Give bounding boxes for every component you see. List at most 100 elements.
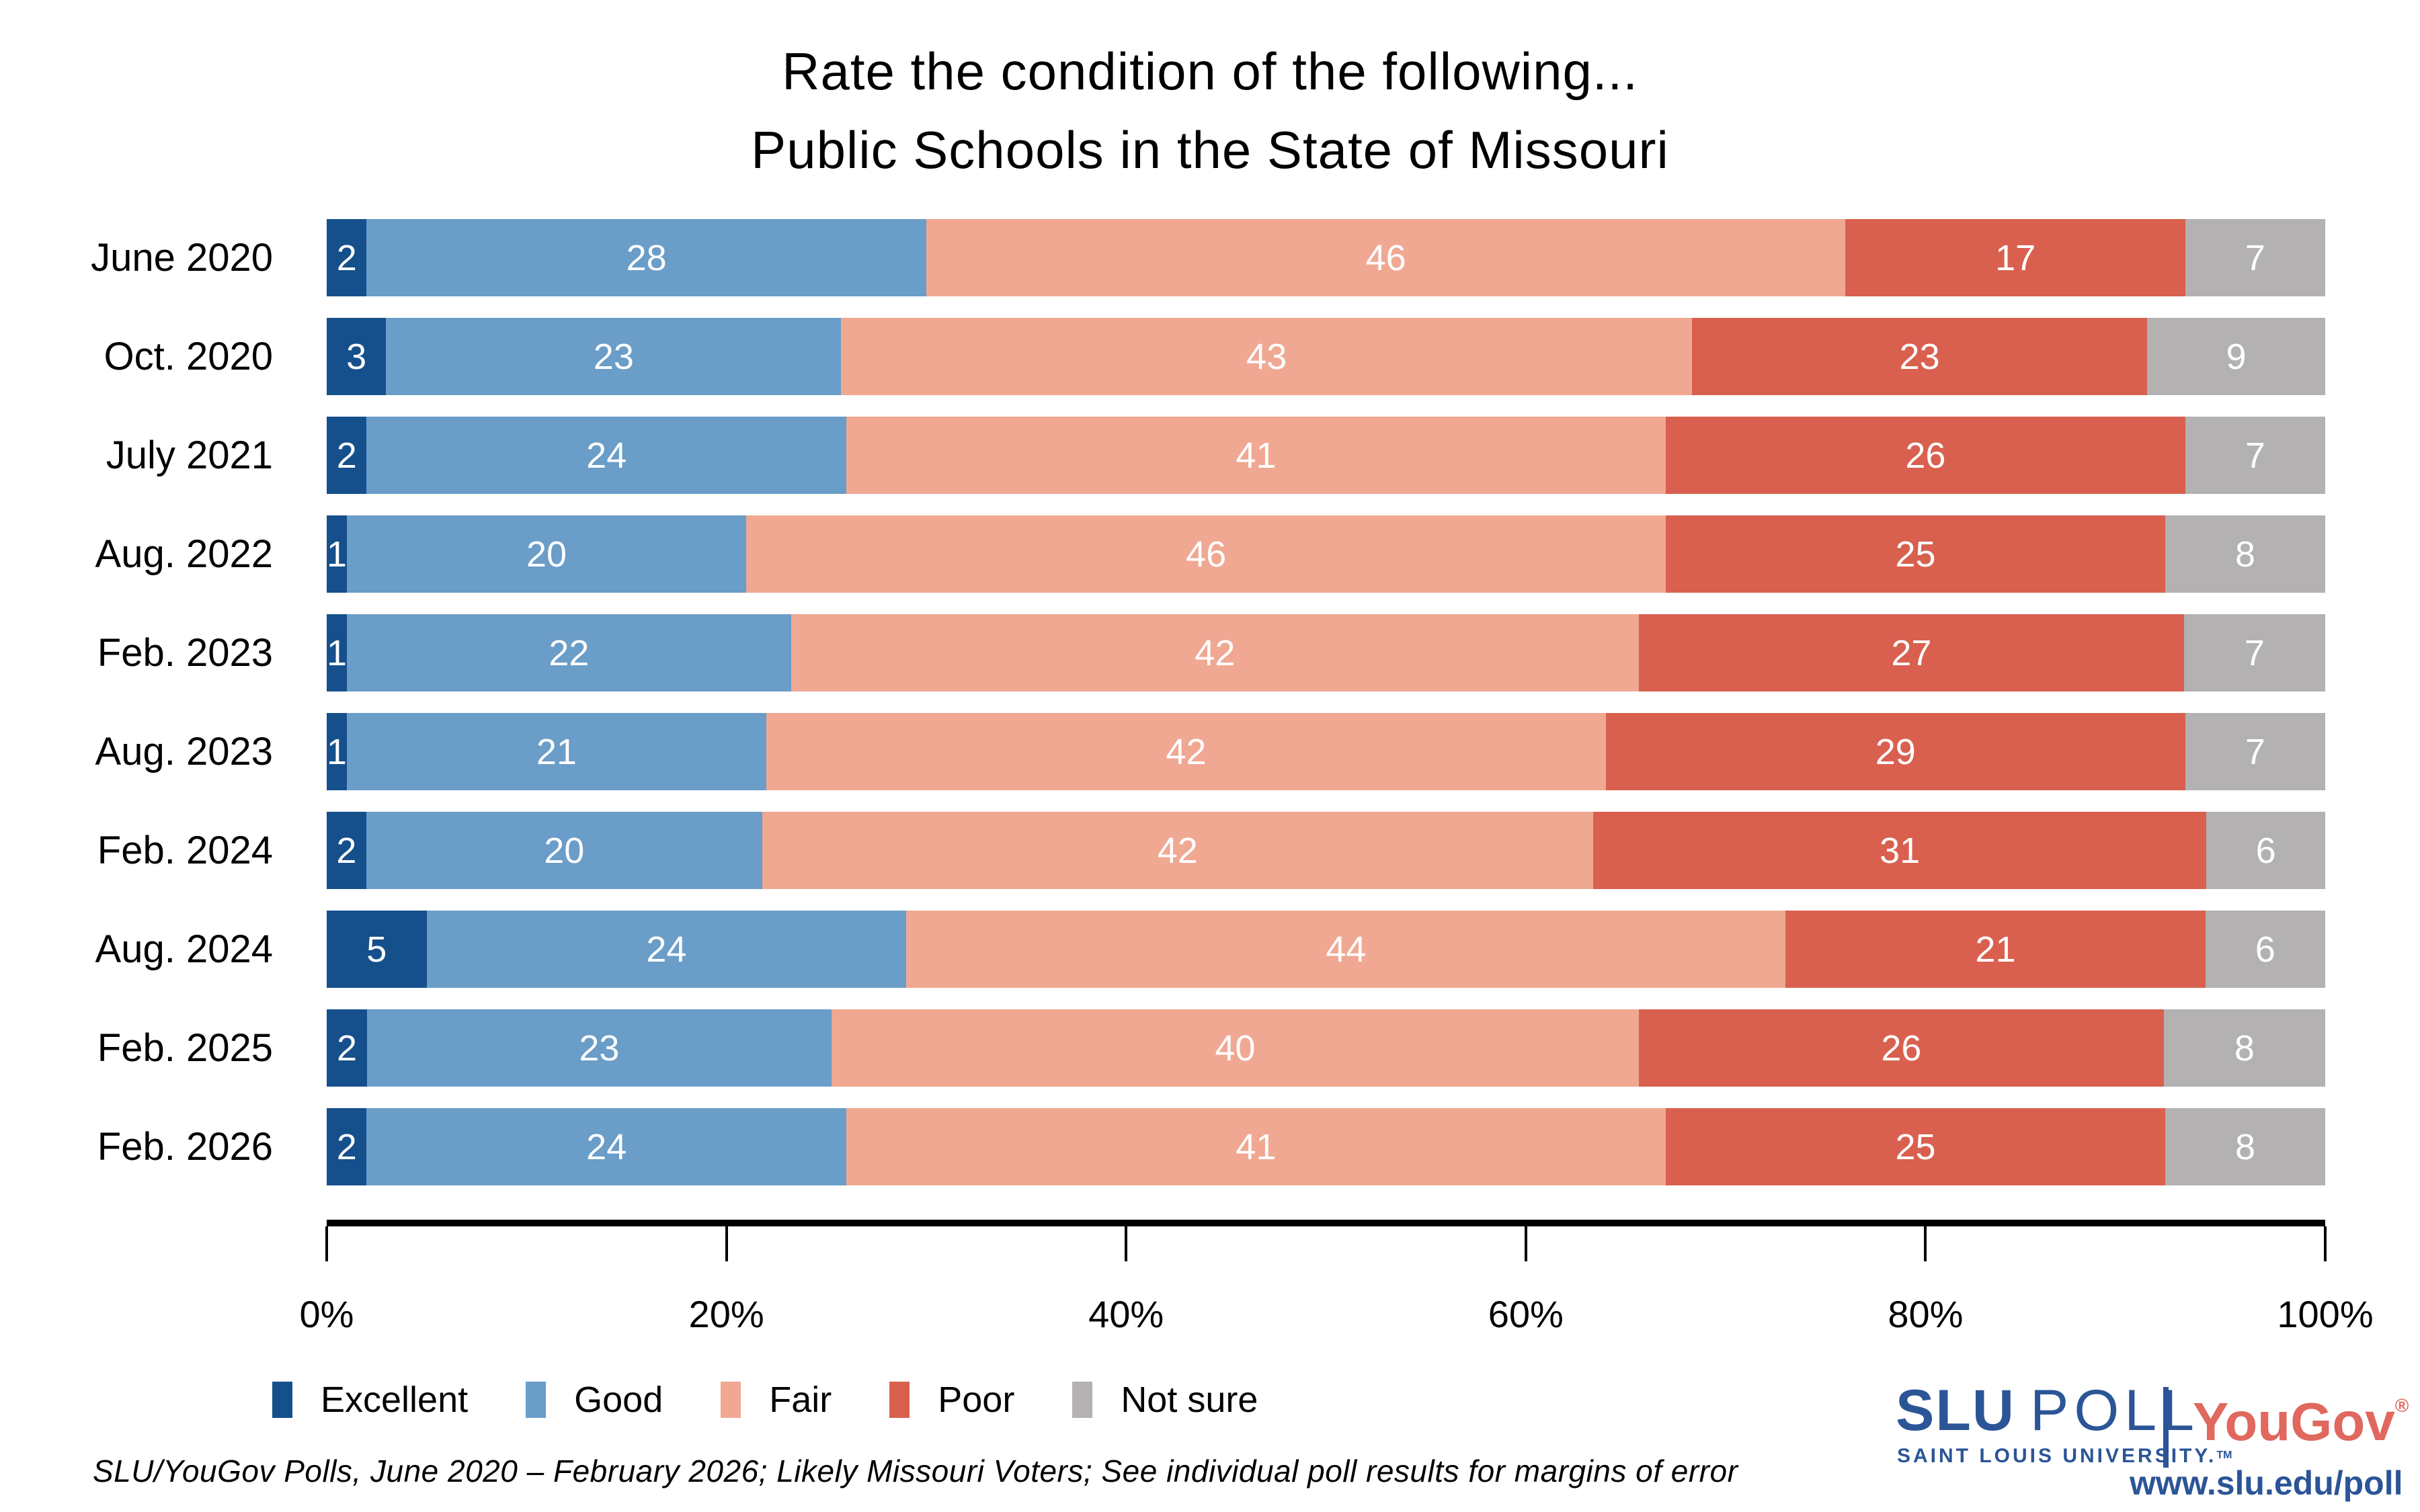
logo-divider	[2163, 1387, 2169, 1468]
value-label: 8	[2235, 534, 2256, 575]
value-label: 21	[536, 731, 577, 772]
value-label: 6	[2255, 830, 2276, 871]
value-label: 42	[1195, 632, 1236, 673]
legend-item-poor: Poor	[889, 1379, 1014, 1421]
bar-segment-fair: 46	[926, 219, 1846, 296]
value-label: 24	[646, 929, 687, 970]
legend-swatch-fair	[721, 1382, 741, 1418]
bar-segment-good: 24	[366, 417, 846, 494]
category-label: Aug. 2022	[95, 532, 273, 576]
bar-segment-poor: 21	[1785, 911, 2206, 988]
category-label: July 2021	[106, 433, 273, 477]
axis-tick-label: 40%	[1088, 1293, 1164, 1335]
value-label: 42	[1166, 731, 1207, 772]
stacked-bar: 2 24 41 26 7	[327, 417, 2325, 494]
stacked-bar: 1 22 42 27 7	[327, 614, 2325, 691]
table-row: Feb. 2024 2 20 42 31 6	[0, 801, 2325, 900]
bar-segment-excellent: 2	[327, 1009, 368, 1087]
legend-swatch-excellent	[272, 1382, 292, 1418]
bar-segment-poor: 26	[1638, 1009, 2164, 1087]
trademark-symbol: TM	[2216, 1450, 2232, 1461]
bar-segment-not-sure: 7	[2185, 417, 2325, 494]
table-row: Feb. 2026 2 24 41 25 8	[0, 1097, 2325, 1196]
value-label: 26	[1881, 1027, 1922, 1068]
bar-segment-poor: 29	[1605, 713, 2185, 790]
table-row: July 2021 2 24 41 26 7	[0, 406, 2325, 505]
value-label: 20	[544, 830, 585, 871]
value-label: 46	[1186, 534, 1227, 575]
bar-segment-excellent: 3	[327, 318, 387, 395]
value-label: 25	[1895, 1126, 1936, 1167]
bar-segment-poor: 17	[1845, 219, 2185, 296]
value-label: 23	[1899, 336, 1940, 377]
category-label: Feb. 2023	[97, 631, 273, 675]
bar-segment-not-sure: 6	[2206, 812, 2325, 889]
bar-segment-excellent: 2	[327, 812, 366, 889]
value-label: 46	[1365, 237, 1406, 278]
value-label: 9	[2226, 336, 2247, 377]
axis-tick	[1924, 1226, 1927, 1261]
axis-tick	[725, 1226, 728, 1261]
value-label: 2	[337, 1027, 358, 1068]
bar-segment-excellent: 2	[327, 1108, 367, 1185]
legend-item-good: Good	[526, 1379, 663, 1421]
slu-poll-url: www.slu.edu/poll	[2130, 1464, 2403, 1502]
legend-swatch-poor	[889, 1382, 910, 1418]
bar-segment-good: 22	[347, 614, 791, 691]
legend-item-not-sure: Not sure	[1072, 1379, 1258, 1421]
stacked-bar: 2 20 42 31 6	[327, 812, 2325, 889]
value-label: 17	[1995, 237, 2036, 278]
category-label: Aug. 2023	[95, 730, 273, 773]
stacked-bar: 2 28 46 17 7	[327, 219, 2325, 296]
slu-logo-text: SLU	[1896, 1378, 2015, 1443]
category-label: June 2020	[91, 236, 273, 280]
axis-tick-label: 80%	[1888, 1293, 1964, 1335]
axis-tick-label: 20%	[688, 1293, 764, 1335]
bar-segment-fair: 42	[766, 713, 1606, 790]
legend: Excellent Good Fair Poor Not sure	[272, 1379, 1258, 1421]
value-label: 40	[1215, 1027, 1256, 1068]
bar-segment-poor: 31	[1592, 812, 2207, 889]
stacked-bar: 1 21 42 29 7	[327, 713, 2325, 790]
value-label: 7	[2245, 237, 2265, 278]
value-label: 8	[2234, 1027, 2255, 1068]
value-label: 2	[336, 237, 357, 278]
table-row: Feb. 2023 1 22 42 27 7	[0, 603, 2325, 702]
value-label: 22	[549, 632, 590, 673]
value-label: 20	[526, 534, 567, 575]
bar-segment-good: 20	[346, 515, 747, 593]
chart-title-line2: Public Schools in the State of Missouri	[751, 120, 1669, 179]
table-row: Feb. 2025 2 23 40 26 8	[0, 999, 2326, 1097]
bar-segment-not-sure: 7	[2185, 713, 2325, 790]
category-label: Feb. 2024	[97, 829, 273, 872]
value-label: 1	[327, 632, 348, 673]
value-label: 1	[326, 731, 347, 772]
value-label: 2	[336, 830, 357, 871]
bar-segment-good: 21	[346, 713, 767, 790]
stacked-bar: 2 24 41 25 8	[327, 1108, 2325, 1185]
bar-segment-good: 24	[366, 1108, 846, 1185]
bar-segment-good: 20	[366, 812, 762, 889]
chart-title: Rate the condition of the following... P…	[0, 32, 2420, 190]
yougov-logo: YouGov®	[2193, 1392, 2409, 1452]
bar-segment-fair: 41	[846, 1108, 1666, 1185]
legend-label: Excellent	[321, 1380, 469, 1420]
poll-logo-text: POLL	[2030, 1378, 2200, 1443]
category-label: Aug. 2024	[95, 927, 273, 971]
category-label: Oct. 2020	[104, 335, 273, 378]
value-label: 29	[1875, 731, 1916, 772]
legend-swatch-good	[526, 1382, 547, 1418]
stacked-bar: 5 24 44 21 6	[327, 911, 2325, 988]
legend-item-fair: Fair	[721, 1379, 832, 1421]
stacked-bar: 2 23 40 26 8	[327, 1009, 2326, 1087]
bar-segment-not-sure: 6	[2205, 911, 2325, 988]
bar-segment-fair: 41	[846, 417, 1666, 494]
x-axis: 0% 20% 40% 60% 80% 100%	[300, 1220, 2374, 1335]
bar-segment-fair: 42	[762, 812, 1593, 889]
table-row: Aug. 2023 1 21 42 29 7	[0, 702, 2325, 801]
bar-segment-excellent: 2	[327, 417, 367, 494]
table-row: June 2020 2 28 46 17 7	[0, 208, 2325, 307]
value-label: 7	[2245, 731, 2265, 772]
bar-segment-excellent: 2	[327, 219, 367, 296]
value-label: 23	[593, 336, 634, 377]
